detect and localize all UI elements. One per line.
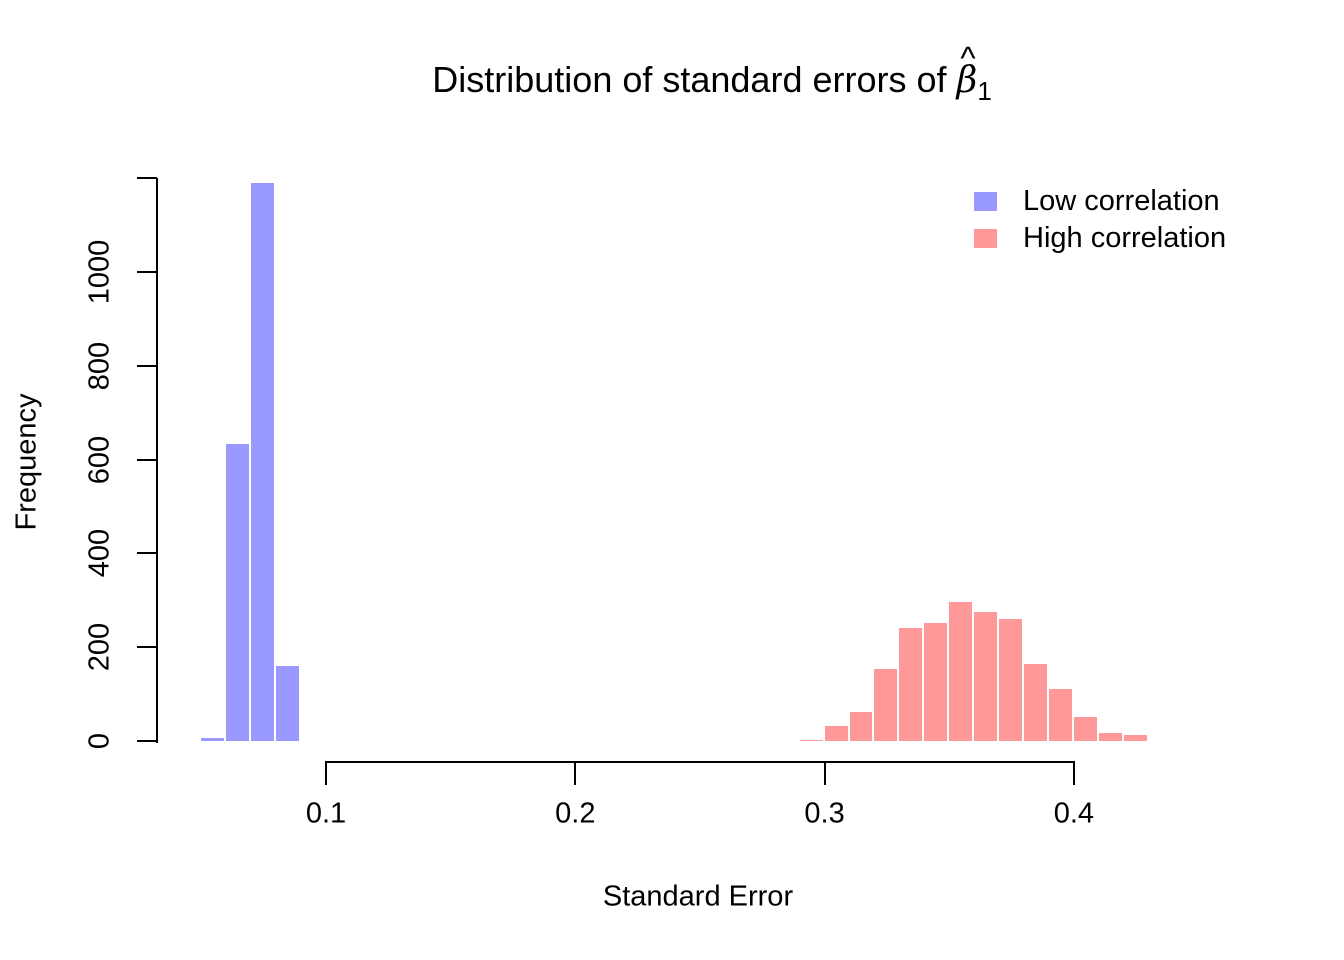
histogram-bar-high-correlation bbox=[1123, 734, 1147, 741]
x-tick bbox=[574, 761, 577, 785]
legend: Low correlation High correlation bbox=[974, 183, 1226, 257]
y-axis-line bbox=[156, 178, 158, 743]
y-tick-label: 400 bbox=[83, 529, 116, 578]
histogram-bar-low-correlation bbox=[226, 444, 250, 741]
histogram-bar-high-correlation bbox=[999, 618, 1023, 741]
beta-hat: ^ bbox=[960, 39, 976, 76]
y-tick bbox=[137, 177, 157, 180]
x-tick bbox=[325, 761, 327, 785]
legend-swatch-high-correlation-icon bbox=[974, 229, 997, 248]
x-tick-label: 0.1 bbox=[305, 797, 347, 830]
beta-subscript: 1 bbox=[977, 77, 992, 106]
chart-title-text: Distribution of standard errors of bbox=[432, 59, 957, 100]
histogram-bar-high-correlation bbox=[874, 668, 898, 741]
histogram-bar-high-correlation bbox=[974, 611, 998, 741]
y-tick bbox=[137, 271, 157, 273]
x-tick bbox=[1072, 761, 1075, 785]
y-tick-label: 800 bbox=[83, 341, 116, 390]
legend-item-high-correlation: High correlation bbox=[974, 220, 1226, 257]
y-tick bbox=[137, 364, 157, 367]
x-tick-label: 0.3 bbox=[804, 797, 845, 830]
x-tick bbox=[823, 761, 826, 785]
beta-glyph: β bbox=[956, 60, 978, 101]
histogram-bar-low-correlation bbox=[251, 182, 275, 741]
histogram-bar-low-correlation bbox=[201, 738, 225, 741]
histogram-bar-high-correlation bbox=[1024, 663, 1047, 741]
y-tick bbox=[137, 458, 157, 461]
histogram-bar-high-correlation bbox=[1098, 733, 1122, 741]
histogram-bar-high-correlation bbox=[949, 601, 973, 741]
legend-swatch-low-correlation-icon bbox=[974, 192, 997, 211]
histogram-bar-high-correlation bbox=[1048, 688, 1072, 741]
histogram-bar-high-correlation bbox=[824, 725, 848, 741]
histogram-bar-high-correlation bbox=[924, 622, 948, 741]
histogram-bar-high-correlation bbox=[849, 711, 873, 741]
histogram-bar-high-correlation bbox=[1073, 717, 1097, 741]
x-tick-label: 0.4 bbox=[1053, 797, 1095, 830]
beta-symbol: ^ β bbox=[956, 42, 978, 101]
legend-item-low-correlation: Low correlation bbox=[974, 183, 1226, 220]
y-axis-title: Frequency bbox=[10, 393, 43, 531]
x-tick-label: 0.2 bbox=[555, 797, 596, 830]
x-axis-title: Standard Error bbox=[602, 880, 794, 913]
histogram-bar-high-correlation bbox=[899, 627, 923, 741]
y-tick bbox=[137, 740, 157, 742]
y-tick-label: 200 bbox=[83, 622, 116, 672]
y-tick-label: 600 bbox=[83, 435, 116, 484]
y-tick bbox=[137, 646, 157, 649]
legend-label: High correlation bbox=[1023, 222, 1227, 254]
histogram-bar-low-correlation bbox=[276, 665, 300, 741]
x-axis-line bbox=[325, 761, 1075, 763]
y-tick-label: 1000 bbox=[83, 239, 116, 305]
y-tick bbox=[137, 552, 157, 555]
chart-title: Distribution of standard errors of ^ β1 bbox=[432, 42, 992, 106]
y-tick-label: 0 bbox=[83, 732, 116, 750]
histogram-bar-high-correlation bbox=[799, 739, 823, 741]
legend-label: Low correlation bbox=[1023, 185, 1220, 217]
